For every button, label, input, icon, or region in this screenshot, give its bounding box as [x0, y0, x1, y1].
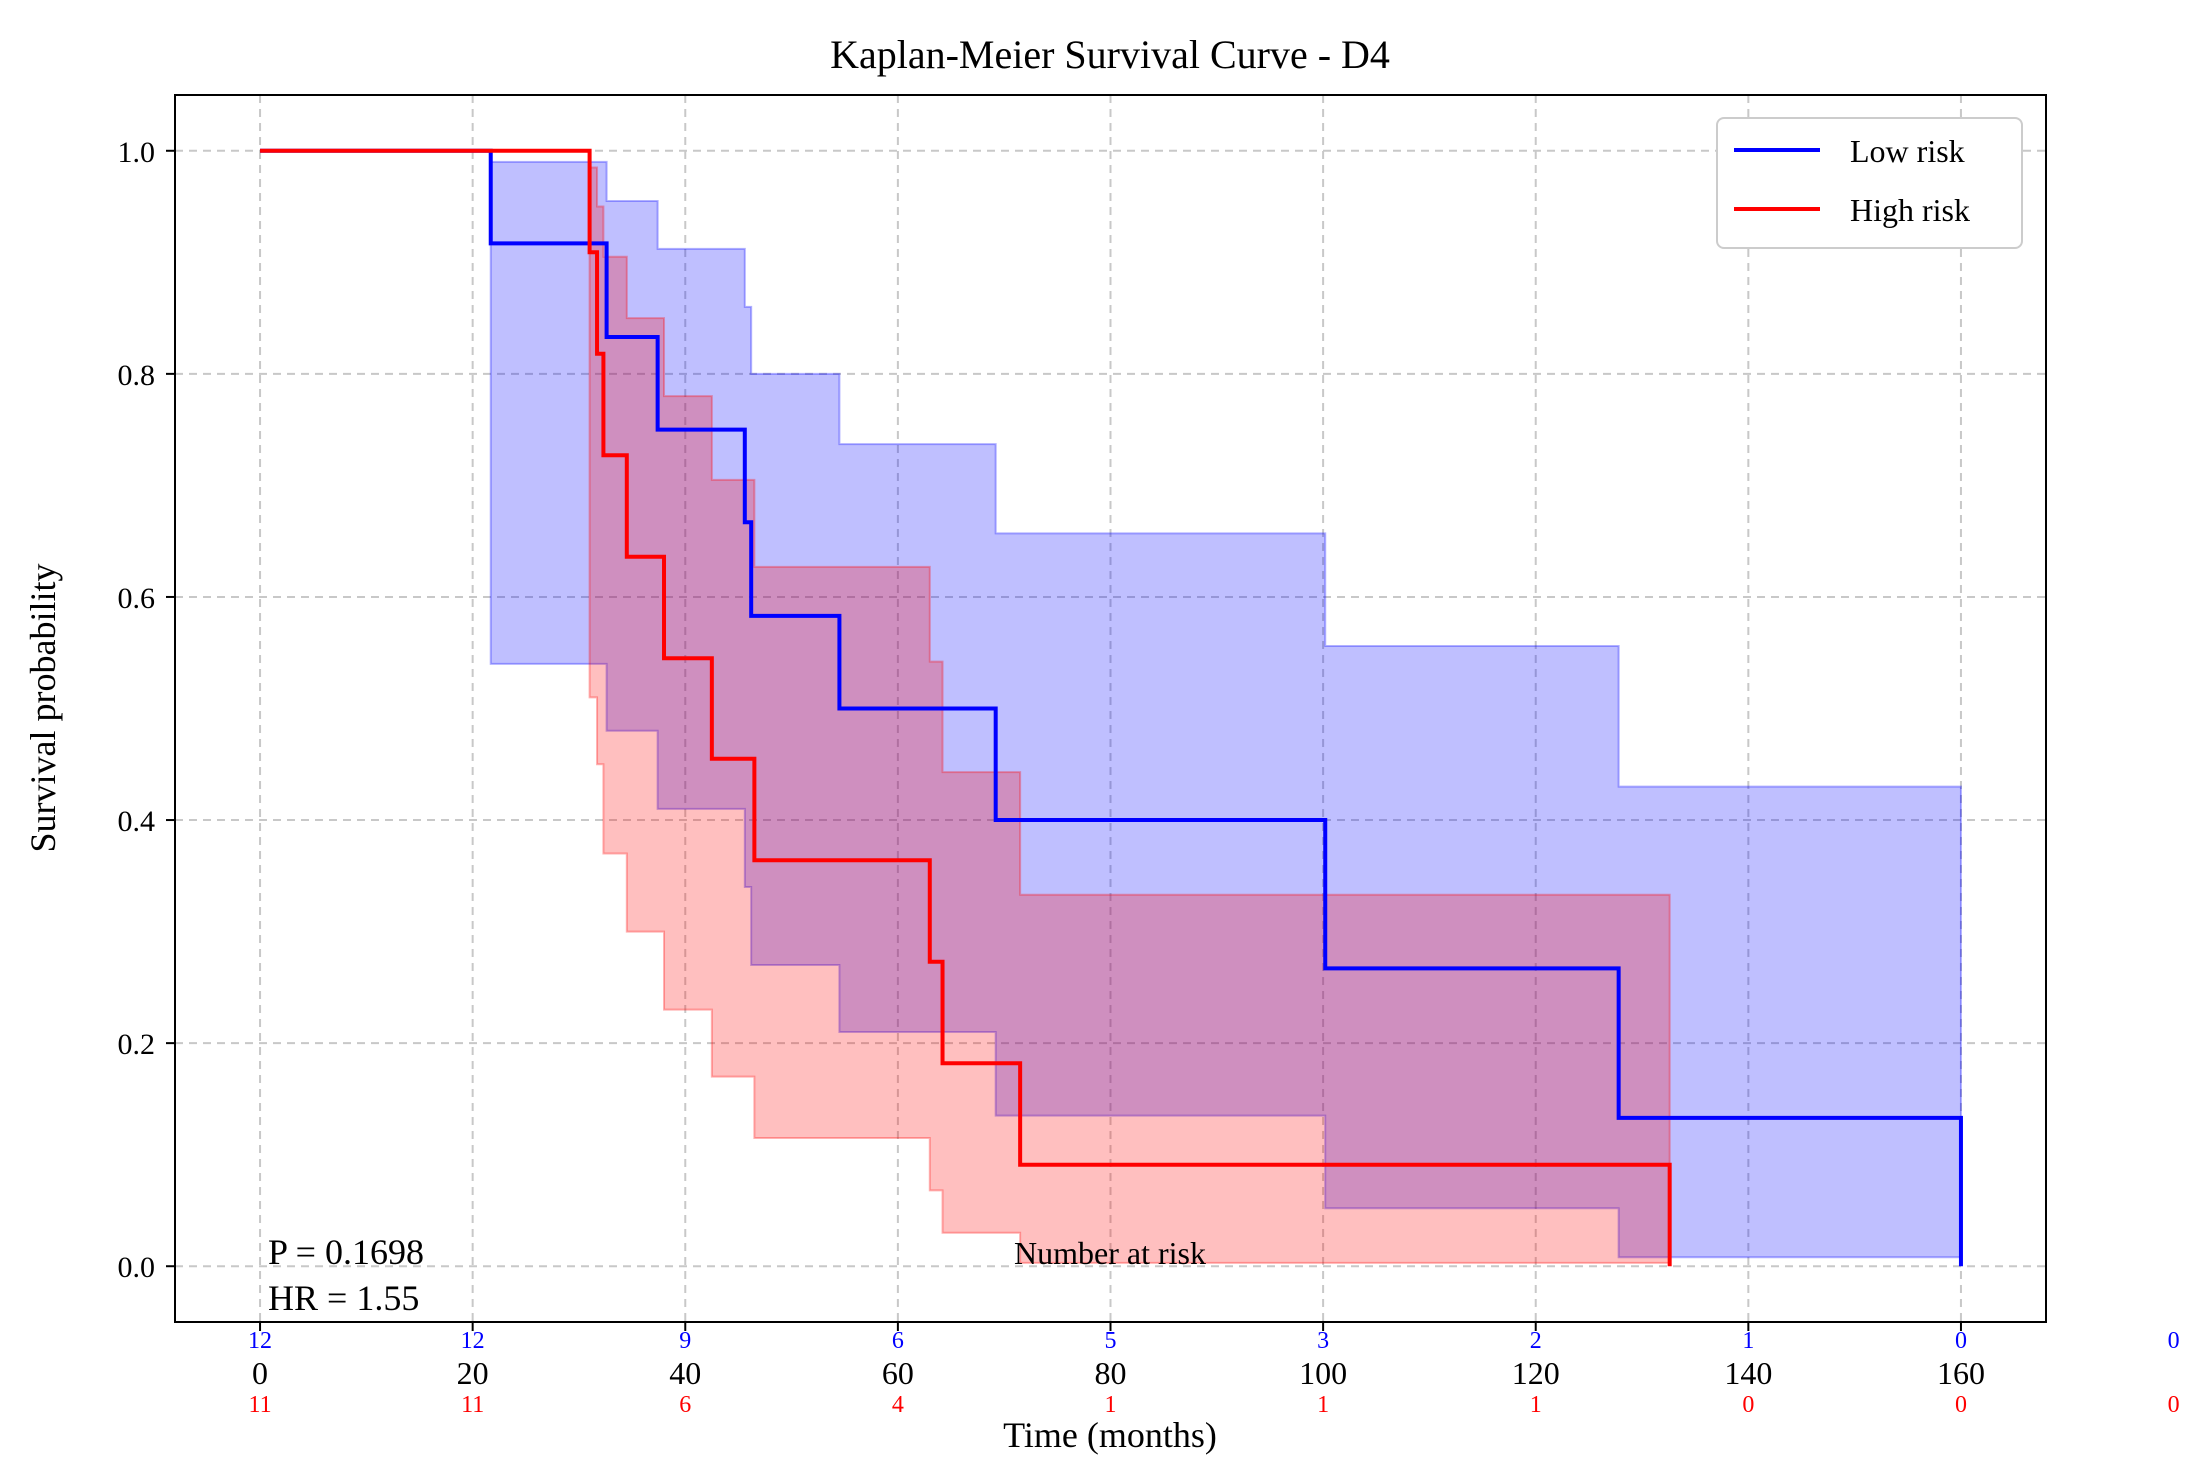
y-tick-label: 0.6: [118, 582, 156, 615]
y-tick-label: 0.0: [118, 1251, 156, 1284]
y-tick-label: 1.0: [118, 136, 156, 169]
risk-count-low: 9: [679, 1328, 691, 1354]
x-tick-label: 80: [1095, 1355, 1127, 1391]
y-tick-label: 0.8: [118, 359, 156, 392]
x-tick-label: 100: [1299, 1355, 1347, 1391]
risk-count-high: 4: [892, 1392, 904, 1418]
x-tick-label: 60: [882, 1355, 914, 1391]
risk-count-low: 12: [461, 1328, 485, 1354]
x-tick-label: 40: [669, 1355, 701, 1391]
survival-curves: [260, 148, 1963, 1267]
risk-count-high: 11: [248, 1392, 271, 1418]
risk-count-high: 11: [461, 1392, 484, 1418]
legend-label-low-risk: Low risk: [1850, 133, 1965, 169]
risk-count-high: 1: [1105, 1392, 1117, 1418]
p-value-annotation: P = 0.1698: [268, 1232, 424, 1272]
survival-curve-low-risk: [260, 148, 1963, 1267]
risk-count-low: 0: [1955, 1328, 1967, 1354]
y-tick-label: 0.4: [118, 805, 156, 838]
hazard-ratio-annotation: HR = 1.55: [268, 1278, 419, 1318]
risk-count-high: 0: [1742, 1392, 1754, 1418]
risk-count-low: 6: [892, 1328, 904, 1354]
risk-count-low: 3: [1317, 1328, 1329, 1354]
legend: Low risk High risk: [1716, 117, 2023, 249]
risk-count-low: 2: [1530, 1328, 1542, 1354]
survival-curve-high-risk: [260, 148, 1672, 1267]
risk-count-high: 1: [1317, 1392, 1329, 1418]
x-tick-label: 160: [1937, 1355, 1985, 1391]
x-axis-ticks: 0 20 40 60 80 100 120 140 160: [252, 1322, 1985, 1391]
risk-count-low: 1: [1742, 1328, 1754, 1354]
risk-count-high: 6: [679, 1392, 691, 1418]
x-axis-label: Time (months): [1003, 1415, 1217, 1455]
y-axis-label: Survival probability: [23, 564, 63, 853]
number-at-risk-label: Number at risk: [1014, 1235, 1206, 1271]
risk-count-high: 0: [1955, 1392, 1967, 1418]
risk-count-high: 0: [2168, 1392, 2180, 1418]
x-tick-label: 140: [1724, 1355, 1772, 1391]
risk-count-low: 12: [248, 1328, 272, 1354]
x-tick-label: 20: [457, 1355, 489, 1391]
risk-count-low: 5: [1105, 1328, 1117, 1354]
risk-count-low: 0: [2168, 1328, 2180, 1354]
y-axis-ticks: 0.0 0.2 0.4 0.6 0.8 1.0: [118, 136, 175, 1284]
chart-title: Kaplan-Meier Survival Curve - D4: [830, 32, 1390, 77]
legend-label-high-risk: High risk: [1850, 192, 1970, 228]
risk-count-high: 1: [1530, 1392, 1542, 1418]
y-tick-label: 0.2: [118, 1028, 156, 1061]
x-tick-label: 0: [252, 1355, 268, 1391]
x-tick-label: 120: [1512, 1355, 1560, 1391]
